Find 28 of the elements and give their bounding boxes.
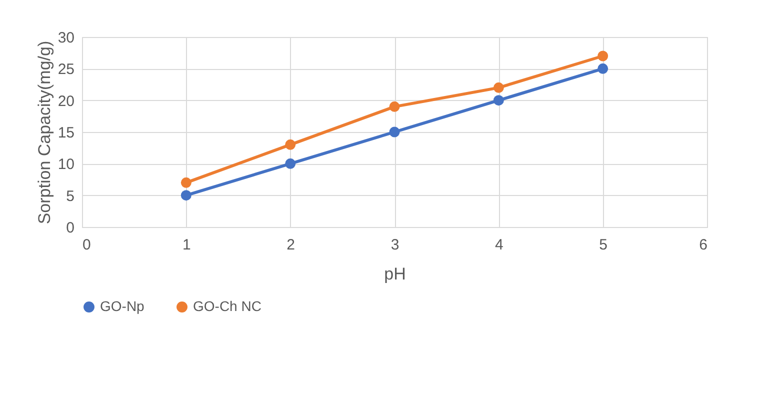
y-tick-label: 5 [66, 188, 74, 205]
x-tick-label: 6 [699, 236, 708, 254]
point [285, 158, 296, 169]
x-tick-label: 3 [390, 236, 400, 254]
point [285, 139, 296, 150]
point [598, 50, 608, 62]
y-tick-label: 30 [58, 30, 74, 46]
x-tick-label: 5 [599, 236, 608, 254]
point [180, 177, 192, 188]
point [598, 63, 608, 74]
legend-label: GO-Ch NC [193, 298, 262, 314]
x-tick-label: 2 [286, 236, 296, 254]
point [493, 95, 504, 106]
x-axis-title: pH [384, 264, 406, 284]
x-tick-label: 4 [494, 236, 504, 254]
y-tick-label: 0 [66, 220, 74, 236]
point [493, 82, 504, 93]
y-tick-label: 25 [58, 61, 74, 78]
x-tick-label: 1 [182, 236, 191, 254]
x-tick-label: 0 [82, 236, 91, 254]
legend-label: GO-Np [100, 298, 145, 314]
point [389, 126, 400, 138]
point [180, 190, 192, 201]
y-tick-label: 10 [58, 156, 74, 174]
point [389, 101, 400, 112]
y-axis-title: Sorption Capacity(mg/g) [34, 40, 54, 224]
y-tick-label: 20 [58, 92, 74, 110]
y-tick-label: 15 [58, 124, 74, 142]
